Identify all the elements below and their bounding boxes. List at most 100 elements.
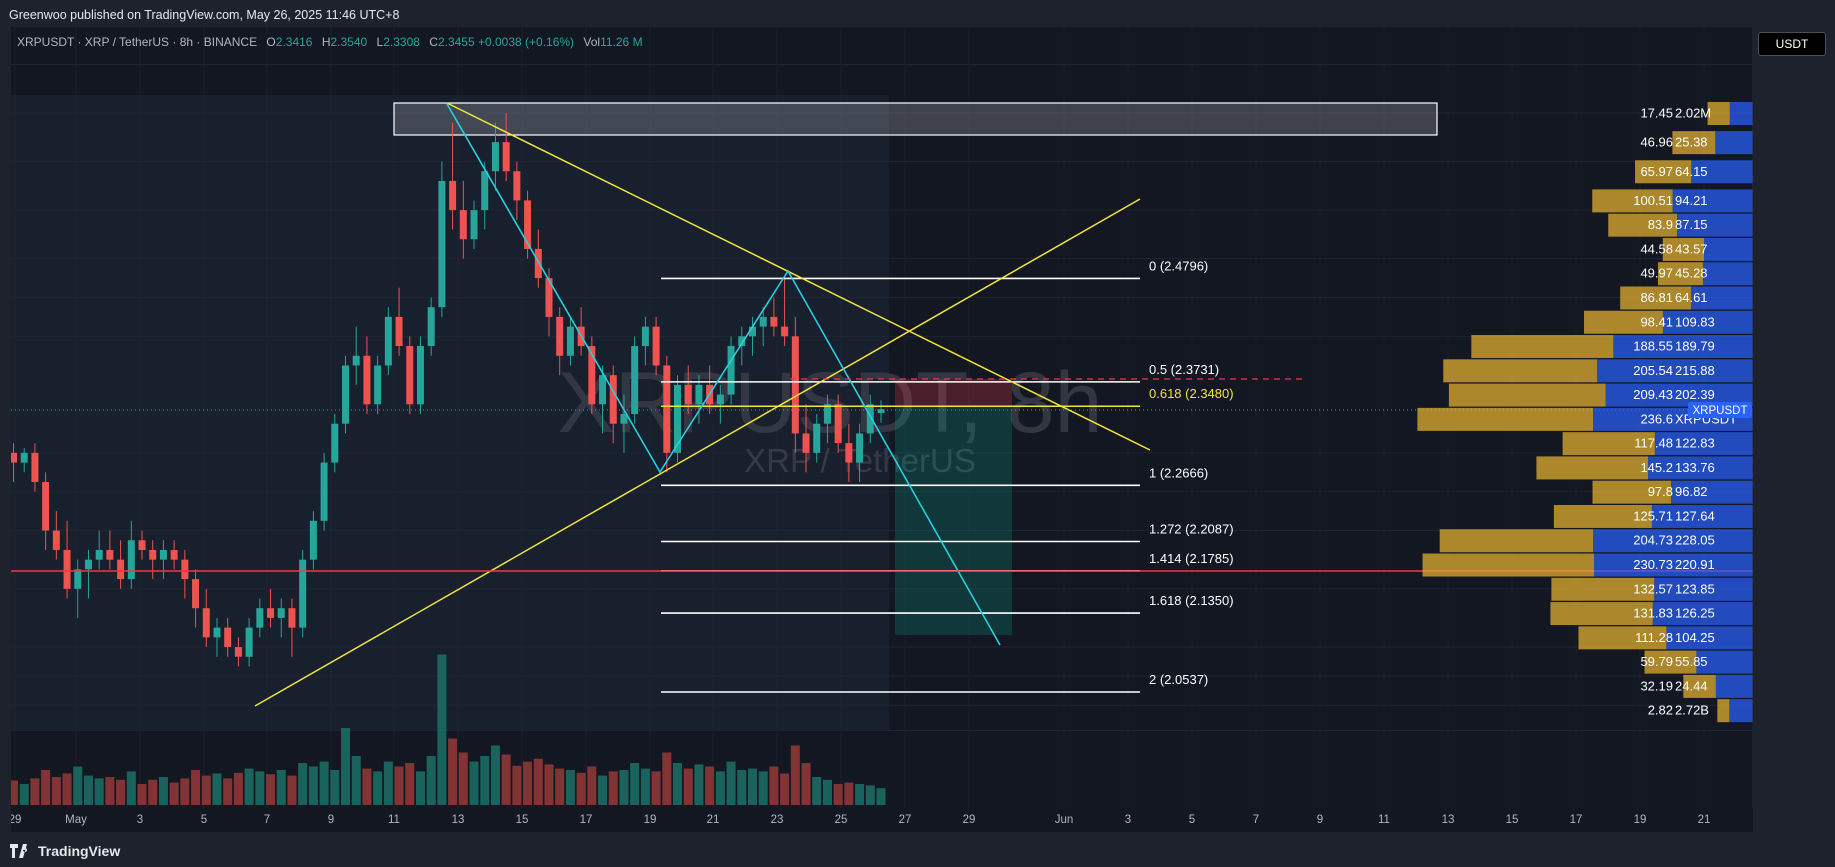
- candle-body: [159, 549, 167, 560]
- profile-up-bar: [1620, 286, 1691, 310]
- profile-up-value: 44.58: [1640, 241, 1673, 256]
- volume-bar: [523, 761, 533, 805]
- profile-up-bar: [1657, 262, 1703, 286]
- candles: [11, 113, 885, 667]
- candle-body: [384, 316, 392, 366]
- volume-bar: [437, 654, 447, 805]
- profile-up-value: 98.41: [1640, 314, 1673, 329]
- profile-down-value: 43.57: [1675, 241, 1708, 256]
- volume-bar: [705, 766, 715, 805]
- volume-bar: [341, 728, 351, 805]
- candle-body: [331, 423, 339, 463]
- time-tick: 15: [1506, 814, 1519, 826]
- candle-body: [609, 375, 617, 424]
- volume-bar: [769, 766, 779, 805]
- profile-down-value: 122.83: [1675, 436, 1715, 451]
- watermark-symbol: XRPUSDT, 8h: [558, 355, 1103, 451]
- candle-body: [877, 409, 885, 414]
- symbol-price-tag: XRPUSDT: [1693, 405, 1748, 417]
- profile-up-bar: [1551, 577, 1655, 601]
- candle-body: [288, 608, 296, 628]
- candle-body: [599, 375, 607, 405]
- candle-body: [791, 336, 799, 434]
- footer-bar: [0, 832, 1835, 867]
- time-axis: 29 May 3 5 7 9 11 13 15 17 19 21 23 25 27 29 Jun 3 5 7 9 11 13…: [11, 814, 1710, 826]
- volume-bar: [105, 777, 115, 805]
- candle-body: [309, 520, 317, 560]
- profile-up-bar: [1553, 504, 1652, 528]
- symbol-legend: XRPUSDT · XRP / TetherUS · 8h · BINANCE …: [17, 35, 643, 49]
- profile-up-bar: [1578, 626, 1667, 650]
- candle-body: [695, 384, 703, 405]
- volume-bar: [587, 766, 597, 805]
- profile-up-bar: [1471, 335, 1614, 359]
- tradingview-logo[interactable]: TradingView: [10, 843, 120, 859]
- candle-body: [20, 452, 28, 463]
- volume-bar: [812, 777, 822, 805]
- currency-button[interactable]: USDT: [1758, 32, 1826, 56]
- profile-down-value: 189.79: [1675, 339, 1715, 354]
- profile-down-bar: [1613, 335, 1753, 359]
- volume-bar: [41, 770, 51, 805]
- candle-body: [470, 210, 478, 240]
- candle-body: [352, 355, 360, 366]
- profile-up-value: 32.19: [1640, 678, 1673, 693]
- profile-down-value: 64.61: [1675, 290, 1708, 305]
- low-value: 2.3308: [383, 35, 420, 49]
- volume-bar: [780, 773, 790, 805]
- tradingview-logo-icon: [10, 844, 28, 858]
- profile-up-value: 125.71: [1633, 508, 1673, 523]
- profile-down-bar: [1652, 602, 1753, 626]
- candle-body: [534, 248, 542, 279]
- publisher-bar: Greenwoo published on TradingView.com, M…: [0, 0, 1835, 27]
- time-tick: 5: [1189, 814, 1195, 826]
- profile-down-bar: [1696, 650, 1753, 674]
- time-tick: 5: [201, 814, 207, 826]
- time-tick: 9: [328, 814, 334, 826]
- profile-up-value: 145.2: [1640, 460, 1673, 475]
- candle-body: [631, 346, 639, 415]
- volume-value: 11.26 M: [600, 35, 643, 49]
- volume-bars: [11, 654, 886, 805]
- volume-bar: [876, 788, 886, 805]
- high-value: 2.3540: [330, 35, 368, 49]
- volume-bar: [533, 758, 543, 805]
- time-tick: Jun: [1055, 814, 1074, 826]
- volume-bar: [458, 752, 468, 805]
- profile-down-bar: [1690, 286, 1753, 310]
- candle-body: [652, 326, 660, 366]
- profile-down-value: 104.25: [1675, 630, 1715, 645]
- profile-up-value: 132.57: [1633, 581, 1673, 596]
- chart-canvas[interactable]: XRPUSDT, 8h XRP / TetherUS 0 (2.4796)0.5…: [11, 27, 1753, 832]
- volume-bar: [373, 771, 383, 805]
- profile-up-value: 2.82: [1648, 703, 1673, 718]
- profile-up-bar: [1672, 131, 1716, 155]
- profile-up-value: 100.51: [1633, 193, 1673, 208]
- profile-down-value: 2.72B: [1675, 703, 1709, 718]
- time-tick: 19: [1634, 814, 1647, 826]
- time-tick: 7: [1253, 814, 1259, 826]
- candle-body: [63, 549, 71, 589]
- fib-level-label: 0 (2.4796): [1149, 258, 1208, 273]
- volume-bar: [726, 761, 736, 805]
- profile-down-value: 127.64: [1675, 508, 1715, 523]
- profile-up-bar: [1592, 480, 1671, 504]
- profile-down-bar: [1594, 553, 1753, 577]
- time-tick: 25: [835, 814, 848, 826]
- open-value: 2.3416: [275, 35, 313, 49]
- volume-bar: [469, 761, 479, 805]
- time-tick: 7: [264, 814, 270, 826]
- candle-body: [556, 316, 564, 356]
- volume-bar: [565, 770, 575, 805]
- volume-bar: [287, 775, 297, 805]
- profile-down-bar: [1702, 262, 1753, 286]
- volume-bar: [244, 768, 254, 805]
- symbol-info[interactable]: XRPUSDT · XRP / TetherUS · 8h · BINANCE: [17, 35, 258, 49]
- candle-body: [727, 346, 735, 395]
- volume-bar: [148, 779, 158, 805]
- volume-bar: [683, 768, 693, 805]
- volume-bar: [266, 774, 276, 805]
- volume-bar: [308, 766, 318, 805]
- chart-pane[interactable]: XRPUSDT, 8h XRP / TetherUS 0 (2.4796) 0.5…: [11, 27, 1753, 832]
